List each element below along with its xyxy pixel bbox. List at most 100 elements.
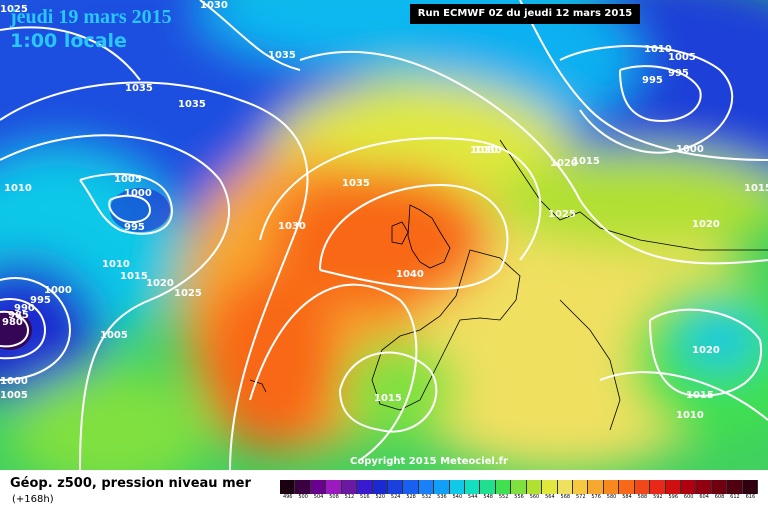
legend-swatch	[357, 480, 373, 494]
legend-value: 528	[406, 494, 416, 500]
isobar-label: 1025	[174, 288, 202, 299]
isobar-label: 1010	[102, 259, 130, 270]
isobar-label: 1020	[146, 278, 174, 289]
legend-value: 552	[498, 494, 509, 500]
legend-swatch	[418, 480, 435, 494]
legend-swatch	[372, 480, 388, 494]
isobar-label: 1040	[396, 269, 424, 280]
z500-color-field	[0, 0, 768, 470]
legend-swatch	[295, 480, 311, 494]
isobar-label: 1030	[278, 221, 306, 232]
legend-swatch	[387, 480, 404, 494]
legend-value: 504	[313, 494, 324, 500]
valid-time-title: 1:00 locale	[10, 30, 127, 52]
isobar-label: 1020	[550, 158, 578, 169]
legend-value: 564	[545, 494, 555, 500]
legend-value: 520	[375, 494, 386, 500]
isobar-label: 985	[8, 310, 29, 321]
legend-value: 524	[390, 494, 401, 500]
legend-swatch	[326, 480, 342, 494]
isobar-label: 1000	[124, 188, 152, 199]
isobar-label: 1020	[692, 345, 720, 356]
isobar-label: 1035	[178, 99, 206, 110]
isobar-label: 1035	[125, 83, 153, 94]
isobar-label: 1015	[120, 271, 148, 282]
legend-value: 560	[529, 494, 540, 500]
isobar-label: 1000	[676, 144, 704, 155]
isobar-label: 995	[642, 75, 663, 86]
isobar-label: 1015	[374, 393, 402, 404]
isobar-label: 980	[2, 317, 23, 328]
legend-swatch	[665, 480, 681, 494]
forecast-hour-label: (+168h)	[12, 494, 54, 505]
legend-swatch	[573, 480, 589, 494]
copyright-text: Copyright 2015 Meteociel.fr	[350, 456, 508, 467]
legend-swatch	[727, 480, 743, 494]
legend-value: 540	[452, 494, 463, 500]
isobar-label: 1020	[692, 219, 720, 230]
isobar-label: 1030	[200, 0, 228, 11]
legend-swatch	[696, 480, 712, 494]
legend-value: 612	[730, 494, 740, 500]
isobar-label: 1010	[644, 44, 672, 55]
legend-swatch	[634, 480, 651, 494]
legend-value: 516	[360, 494, 370, 500]
isobar-label: 1005	[100, 330, 128, 341]
legend-swatch	[480, 480, 496, 494]
legend-swatch	[495, 480, 512, 494]
isobar-label: 1025	[548, 209, 576, 220]
legend-swatch	[341, 480, 358, 494]
legend-swatch	[465, 480, 481, 494]
isobar-label: 1035	[342, 178, 370, 189]
isobar-label: 995	[124, 222, 145, 233]
isobar-label: 1005	[0, 390, 28, 401]
coastlines	[249, 139, 768, 431]
valid-date-title: jeudi 19 mars 2015	[10, 6, 172, 28]
isobar-label: 1005	[668, 52, 696, 63]
legend-swatch	[650, 480, 666, 494]
legend-value: 544	[468, 494, 478, 500]
legend-value: 608	[714, 494, 725, 500]
legend-swatch	[542, 480, 558, 494]
legend-swatch	[434, 480, 450, 494]
legend-value: 576	[591, 494, 601, 500]
legend-swatch	[511, 480, 527, 494]
legend-value: 572	[575, 494, 586, 500]
legend-swatch	[742, 480, 759, 494]
legend-value: 604	[699, 494, 709, 500]
isobar-label: 995	[668, 68, 689, 79]
legend-swatch	[280, 480, 296, 494]
isobar-label: 995	[30, 295, 51, 306]
legend-value: 548	[483, 494, 493, 500]
isobar-label: 1035	[268, 50, 296, 61]
isobar-lines	[0, 0, 768, 470]
isobar-label: 990	[14, 303, 35, 314]
isobar-label: 1010	[4, 183, 32, 194]
legend-value: 616	[745, 494, 756, 500]
model-run-label: Run ECMWF 0Z du jeudi 12 mars 2015	[410, 4, 640, 24]
isobar-label: 1015	[686, 390, 714, 401]
legend-value: 596	[668, 494, 679, 500]
legend-value: 496	[282, 494, 293, 500]
legend-swatch	[557, 480, 574, 494]
geopotential-map: 1030 1035 1035 1035 1010 1005 1000 995 1…	[0, 0, 768, 470]
legend-labels: 496 500 504 508 512 516 520 524 528 532 536 540 544 5…	[280, 494, 758, 504]
legend-value: 588	[637, 494, 648, 500]
legend-swatch	[449, 480, 466, 494]
isobar-label: 1025	[0, 4, 28, 15]
legend-value: 508	[329, 494, 339, 500]
isobar-label: 1005	[114, 174, 142, 185]
legend-swatch	[403, 480, 419, 494]
isobar-label: 1030	[474, 145, 502, 156]
legend-value: 584	[622, 494, 632, 500]
legend-swatch	[680, 480, 697, 494]
isobar-label: 1000	[44, 285, 72, 296]
legend-swatches	[280, 480, 759, 494]
map-variable-title: Géop. z500, pression niveau mer	[10, 476, 251, 491]
legend-swatch	[603, 480, 620, 494]
legend-value: 600	[683, 494, 694, 500]
legend-value: 512	[344, 494, 355, 500]
isobar-label: 1015	[572, 156, 600, 167]
legend-value: 500	[298, 494, 308, 500]
